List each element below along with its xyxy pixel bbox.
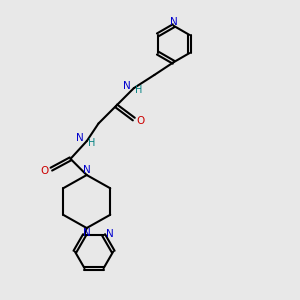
Text: N: N <box>76 133 84 143</box>
Text: N: N <box>106 229 113 238</box>
Text: H: H <box>135 85 143 94</box>
Text: O: O <box>41 166 49 176</box>
Text: O: O <box>136 116 144 126</box>
Text: N: N <box>170 17 177 27</box>
Text: N: N <box>82 165 90 175</box>
Text: H: H <box>88 138 96 148</box>
Text: N: N <box>82 228 90 238</box>
Text: N: N <box>124 81 131 91</box>
